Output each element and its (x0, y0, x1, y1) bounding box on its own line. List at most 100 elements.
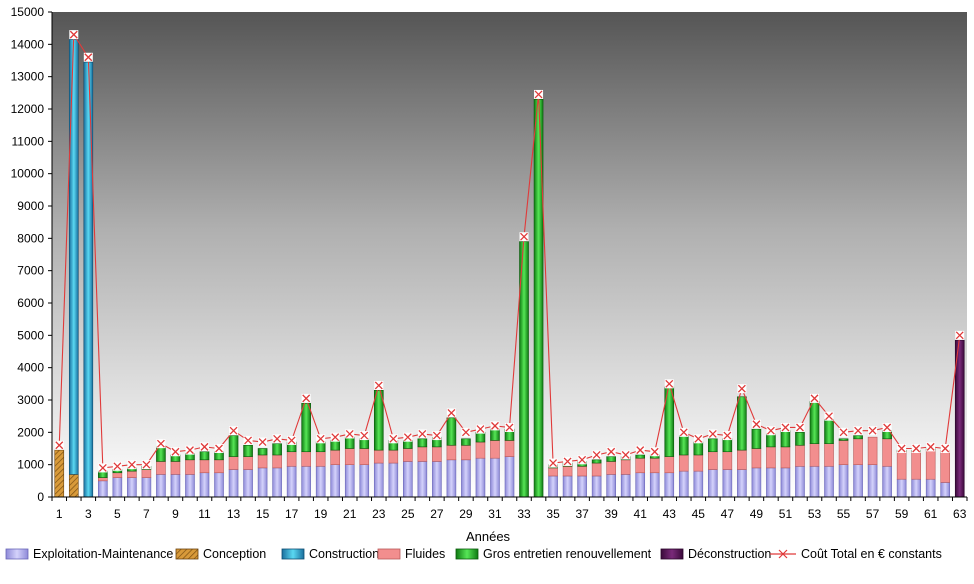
marker-stroke-b (549, 459, 558, 468)
y-axis: 0 1000 2000 3000 4000 5000 6000 7000 8000 9000 100… (11, 5, 53, 504)
bar-segment-4-year-40 (620, 459, 631, 475)
bar-segment-4-year-59 (896, 451, 907, 480)
bar-segment-4-year-41 (635, 457, 646, 474)
bar-segment-4-year-39 (606, 461, 616, 475)
x-tick-label: 63 (953, 507, 967, 521)
bar-segment-1-year-56 (853, 464, 863, 498)
total-cost-point-year-7 (141, 460, 151, 470)
bar-segment-1-year-60 (911, 478, 921, 498)
bar-segment-1-year-5 (112, 477, 123, 498)
bar-segment-1-year-37 (577, 475, 587, 498)
x-tick-label: 49 (750, 507, 764, 521)
bar-segment-1-year-36 (562, 475, 573, 498)
total-cost-point-year-16 (272, 434, 282, 444)
bar-segment-1-year-8 (156, 474, 166, 498)
total-cost-point-year-28 (446, 408, 456, 418)
bar-segment-5-year-53 (809, 401, 820, 444)
bar-segment-5-year-13 (228, 435, 239, 457)
y-tick-label: 10000 (11, 167, 45, 181)
total-cost-point-year-58 (882, 422, 892, 432)
marker-stroke-b (868, 426, 877, 435)
total-cost-point-year-50 (766, 426, 776, 436)
bar-segment-4-year-56 (853, 438, 863, 465)
total-cost-point-year-33 (519, 232, 529, 242)
x-tick-label: 57 (866, 507, 880, 521)
bar-segment-5-year-49 (751, 428, 762, 449)
bar-segment-4-year-17 (286, 451, 297, 467)
bar-segment-1-year-38 (591, 475, 602, 498)
bar-segment-5-year-56 (853, 435, 863, 440)
bar-segment-4-year-13 (228, 456, 239, 470)
total-cost-point-year-40 (621, 450, 631, 460)
marker-stroke-b (621, 451, 630, 459)
bar-segment-1-year-42 (649, 472, 660, 498)
bar-segment-1-year-24 (388, 462, 399, 498)
bar-segment-1-year-21 (344, 464, 355, 498)
marker-stroke-b (897, 444, 906, 453)
bar-segment-1-year-16 (272, 467, 282, 498)
legend-swatch (5, 548, 29, 560)
bar-segment-4-year-19 (315, 451, 326, 467)
bar-segment-1-year-62 (940, 482, 951, 498)
total-cost-point-year-9 (170, 447, 180, 457)
x-tick-label: 11 (198, 507, 211, 521)
marker-stroke-b (563, 457, 572, 466)
bar-segment-5-year-20 (330, 440, 341, 451)
bar-segment-4-year-26 (417, 446, 428, 462)
bar-segment-1-year-7 (141, 477, 152, 498)
bar-segment-1-year-54 (824, 465, 834, 498)
bar-segment-1-year-30 (475, 457, 486, 498)
total-cost-point-year-17 (287, 435, 297, 445)
total-cost-point-year-21 (345, 429, 355, 439)
bar-segment-5-year-28 (446, 417, 457, 446)
x-tick-label: 45 (692, 507, 706, 521)
marker-stroke-b (374, 381, 383, 390)
legend-item-3: Construction (281, 547, 379, 561)
legend-item-4: Fluides (377, 547, 445, 561)
total-cost-point-year-26 (417, 429, 427, 439)
bar-segment-5-year-19 (315, 441, 326, 453)
bar-segment-4-year-20 (330, 449, 341, 465)
marker-stroke-b (781, 423, 790, 432)
bar-segment-5-year-54 (824, 419, 834, 444)
marker-stroke-b (520, 232, 528, 241)
bar-segment-5-year-34 (533, 99, 544, 498)
legend-label: Conception (203, 547, 266, 561)
legend-item-6: Déconstruction (660, 547, 771, 561)
total-cost-point-year-18 (301, 393, 311, 403)
bar-segment-4-year-15 (257, 454, 268, 469)
total-cost-point-year-30 (475, 424, 485, 434)
x-tick-label: 33 (517, 507, 531, 521)
bar-segment-1-year-4 (98, 480, 108, 498)
bar-segment-4-year-23 (373, 449, 384, 464)
bar-segment-5-year-18 (301, 402, 311, 453)
marker-stroke-b (505, 423, 514, 432)
bar-segment-1-year-39 (606, 474, 616, 498)
marker-stroke-b (752, 420, 761, 429)
bar-segment-4-year-25 (403, 448, 413, 462)
x-tick-label: 29 (459, 507, 473, 521)
total-cost-point-year-39 (606, 447, 616, 457)
marker-stroke-b (708, 429, 717, 438)
marker-stroke-b (447, 408, 456, 417)
marker-stroke-b (403, 433, 412, 442)
total-cost-point-year-49 (751, 419, 761, 429)
bar-segment-4-year-28 (446, 444, 457, 461)
bar-segment-5-year-38 (591, 459, 602, 464)
total-cost-point-year-1 (54, 440, 64, 450)
marker-stroke-b (578, 455, 587, 464)
total-cost-point-year-56 (853, 426, 863, 436)
bar-segment-4-year-21 (344, 448, 355, 465)
x-tick-label: 3 (85, 507, 92, 521)
total-cost-point-year-54 (824, 411, 834, 421)
bar-segment-3-year-2 (68, 39, 79, 475)
total-cost-point-year-62 (940, 444, 950, 453)
marker-stroke-b (215, 444, 223, 453)
x-tick-label: 43 (663, 507, 677, 521)
legend-item-5: Gros entretien renouvellement (455, 547, 652, 561)
marker-stroke-b (156, 439, 165, 448)
marker-stroke-b (171, 447, 180, 456)
bar-segment-1-year-14 (243, 469, 253, 498)
bar-segment-1-year-26 (417, 461, 428, 498)
marker-stroke-b (461, 428, 470, 437)
